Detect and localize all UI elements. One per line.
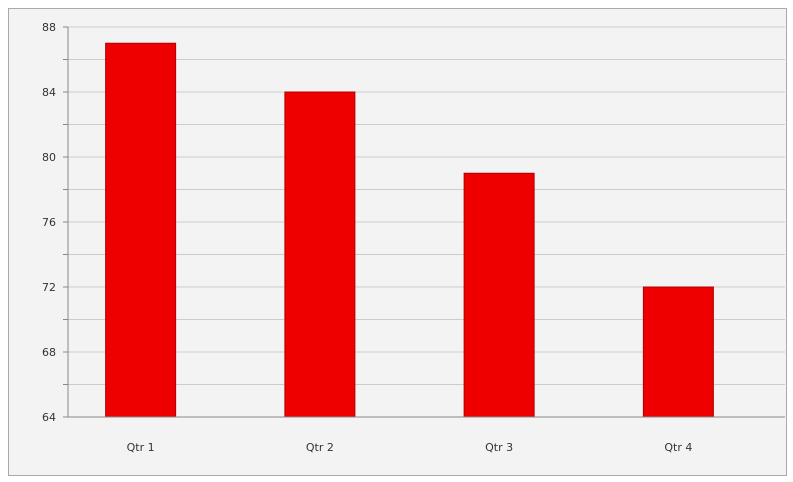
- x-axis-labels: Qtr 1 Qtr 2 Qtr 3 Qtr 4: [127, 441, 693, 454]
- bars: [105, 42, 714, 418]
- y-tick-label: 88: [42, 21, 56, 34]
- y-tick-label: 68: [42, 346, 56, 359]
- y-axis-labels: 64 68 72 76 80 84 88: [42, 21, 56, 424]
- y-tick-label: 84: [42, 86, 56, 99]
- bar: [463, 172, 535, 418]
- y-tick-label: 64: [42, 411, 56, 424]
- x-category-label: Qtr 2: [306, 441, 334, 454]
- bar: [105, 42, 177, 418]
- y-tick-label: 76: [42, 216, 56, 229]
- bar: [642, 286, 714, 418]
- bar: [284, 91, 356, 418]
- y-tick-label: 80: [42, 151, 56, 164]
- x-category-label: Qtr 4: [664, 441, 692, 454]
- x-category-label: Qtr 3: [485, 441, 513, 454]
- x-category-label: Qtr 1: [127, 441, 155, 454]
- y-tick-label: 72: [42, 281, 56, 294]
